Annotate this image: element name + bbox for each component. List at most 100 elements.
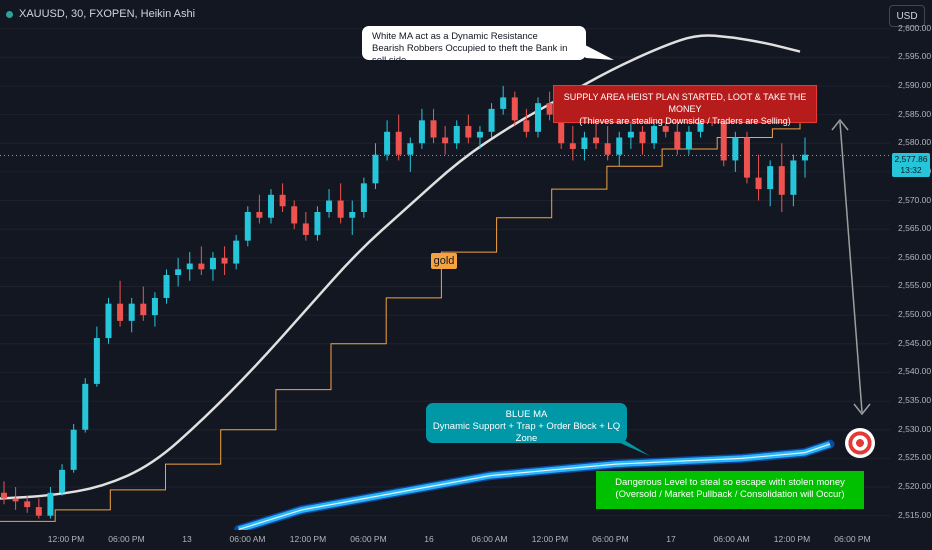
candle — [616, 131, 623, 167]
candle — [685, 126, 692, 155]
price-tick-label: 2,520.00 — [898, 481, 932, 492]
candle-body — [488, 108, 495, 132]
candle — [93, 326, 100, 387]
candle — [569, 126, 576, 161]
candle-body — [47, 492, 54, 516]
candle — [651, 120, 658, 149]
candle-body — [128, 303, 135, 321]
candle — [47, 487, 54, 519]
candle — [186, 252, 193, 281]
time-tick-label: 06:00 AM — [471, 534, 508, 544]
time-axis[interactable]: 12:00 PM 06:00 PM 13 06:00 AM 12:00 PM 06:00 … — [0, 530, 890, 550]
time-tick-label: 12:00 PM — [289, 534, 327, 544]
candle — [604, 126, 611, 161]
symbol-title: XAUUSD, 30, FXOPEN, Heikin Ashi — [19, 8, 196, 20]
time-tick-label: 06:00 PM — [592, 534, 629, 544]
candle-body — [581, 137, 588, 149]
candle — [70, 424, 77, 473]
candle-body — [1, 492, 7, 499]
candle-body — [209, 257, 216, 270]
candle-body — [755, 177, 762, 190]
candle-body — [558, 114, 565, 144]
candle — [175, 257, 182, 287]
candle-body — [697, 114, 704, 132]
candle-body — [140, 303, 147, 316]
candle — [163, 269, 170, 304]
candle — [209, 252, 216, 281]
currency-button[interactable]: USD — [889, 5, 925, 27]
green-box-line-1: Dangerous Level to steal so escape with … — [615, 477, 845, 488]
candle-body — [105, 303, 112, 339]
candle-body — [476, 131, 483, 138]
price-tick-label: 2,600.00 — [898, 22, 932, 33]
price-tick-label: 2,590.00 — [898, 79, 932, 90]
candle-body — [604, 143, 611, 155]
red-box-line-2: (Thieves are stealing Downside / Traders… — [579, 116, 791, 126]
time-tick-label: 06:00 AM — [713, 534, 750, 544]
candle-body — [616, 137, 623, 155]
price-tick-label: 2,535.00 — [898, 395, 932, 406]
candle — [755, 154, 762, 201]
candle — [743, 131, 750, 184]
candle — [35, 498, 42, 519]
candle — [1, 481, 7, 505]
price-tick-label: 2,515.00 — [898, 509, 932, 520]
candle — [488, 103, 495, 138]
price-tick-label: 2,585.00 — [898, 108, 932, 119]
time-tick-label: 12:00 PM — [773, 534, 811, 544]
price-tick-label: 2,525.00 — [898, 452, 932, 463]
candle — [24, 495, 31, 513]
candle — [465, 114, 472, 144]
supply-area-box: SUPPLY AREA HEIST PLAN STARTED, LOOT & T… — [553, 85, 817, 126]
price-tick-label: 2,560.00 — [898, 251, 932, 262]
candle — [140, 286, 147, 321]
candle — [674, 120, 681, 155]
candle — [720, 114, 727, 167]
candle-body — [24, 501, 31, 508]
candle — [395, 114, 402, 161]
candle — [372, 143, 379, 190]
candle-body — [651, 126, 658, 144]
candle-body — [244, 212, 251, 241]
candle-body — [593, 137, 600, 144]
candle-body — [418, 120, 425, 144]
white-callout-line-1: White MA act as a Dynamic Resistance — [372, 31, 538, 42]
candle — [151, 292, 158, 327]
candle — [767, 160, 774, 207]
candle — [442, 126, 449, 155]
candle-body — [59, 469, 66, 493]
time-tick-label: 12:00 PM — [47, 534, 85, 544]
candle-body — [233, 240, 240, 264]
candle — [360, 177, 367, 218]
candle-body — [790, 160, 797, 195]
green-box-line-2: (Oversold / Market Pullback / Consolidat… — [615, 489, 845, 500]
candle-body — [627, 131, 634, 138]
projection-arrow-head-top — [831, 118, 849, 131]
candle — [233, 234, 240, 270]
price-axis[interactable]: 2,600.00 2,595.00 2,590.00 2,585.00 2,580.00… — [890, 0, 932, 530]
candle-body — [70, 429, 77, 470]
gold-ma-path — [0, 123, 801, 522]
candle-body — [372, 154, 379, 184]
blue-ma-core — [238, 443, 831, 530]
candle — [639, 126, 646, 155]
candle — [418, 108, 425, 149]
candle — [627, 120, 634, 149]
candle-body — [337, 200, 344, 218]
time-tick-label: 06:00 PM — [834, 534, 871, 544]
time-tick-label: 06:00 PM — [350, 534, 387, 544]
symbol-header[interactable]: XAUUSD, 30, FXOPEN, Heikin Ashi — [6, 8, 195, 20]
candle — [256, 194, 263, 224]
candle-body — [384, 131, 391, 155]
price-tick-label: 2,550.00 — [898, 309, 932, 320]
gold-ma-label: gold — [431, 253, 457, 269]
candle — [384, 120, 391, 161]
candle — [244, 206, 251, 247]
candle — [105, 297, 112, 344]
candle — [593, 120, 600, 149]
target-icon — [845, 428, 875, 458]
candle-body — [465, 126, 472, 138]
candle — [291, 200, 298, 230]
candle-body — [569, 143, 576, 149]
